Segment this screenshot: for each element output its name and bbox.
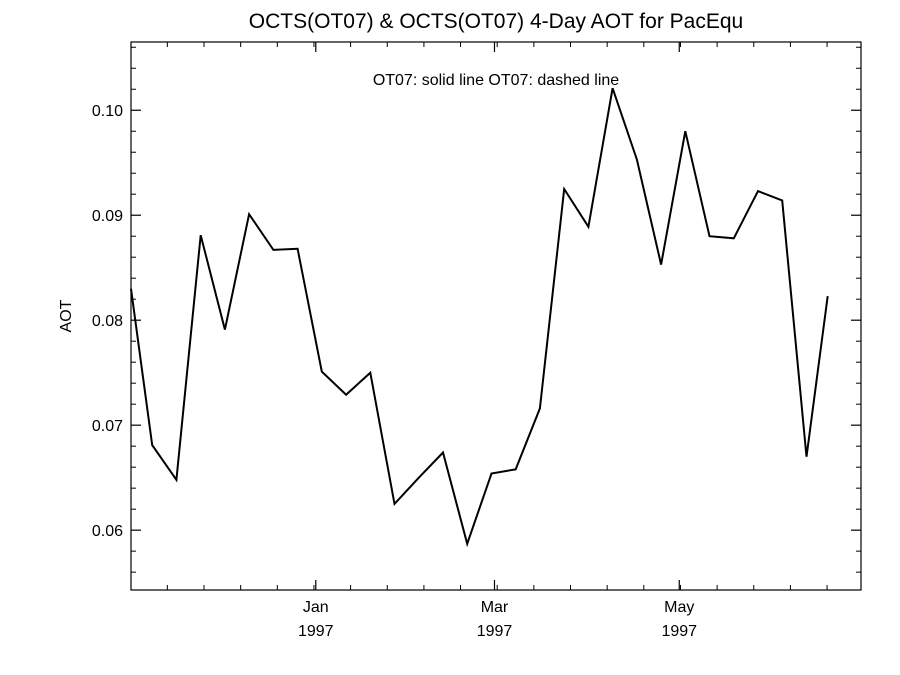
aot-series-line (130, 87, 829, 548)
x-tick-year-label: 1997 (298, 623, 334, 640)
x-tick-year-label: 1997 (661, 623, 697, 640)
plot-frame (130, 41, 862, 591)
x-tick-month-label: Mar (481, 599, 509, 616)
chart-title: OCTS(OT07) & OCTS(OT07) 4-Day AOT for Pa… (249, 10, 743, 33)
x-tick-month-label: May (664, 599, 694, 616)
y-axis-label: AOT (58, 299, 75, 332)
x-tick-month-label: Jan (303, 599, 329, 616)
y-tick-label: 0.07 (92, 418, 123, 435)
y-axis-ticks: 0.06 0.07 0.08 0.09 0.10 (92, 103, 861, 540)
y-tick-label: 0.10 (92, 103, 123, 120)
data-points (131, 88, 828, 544)
x-axis-ticks: Jan 1997 Mar 1997 May 1997 (298, 42, 697, 640)
legend-annotation: OT07: solid line OT07: dashed line (373, 72, 619, 89)
x-tick-year-label: 1997 (477, 623, 513, 640)
y-tick-label: 0.08 (92, 313, 123, 330)
y-tick-label: 0.09 (92, 208, 123, 225)
minor-ticks (131, 42, 861, 590)
y-tick-label: 0.06 (92, 523, 123, 540)
